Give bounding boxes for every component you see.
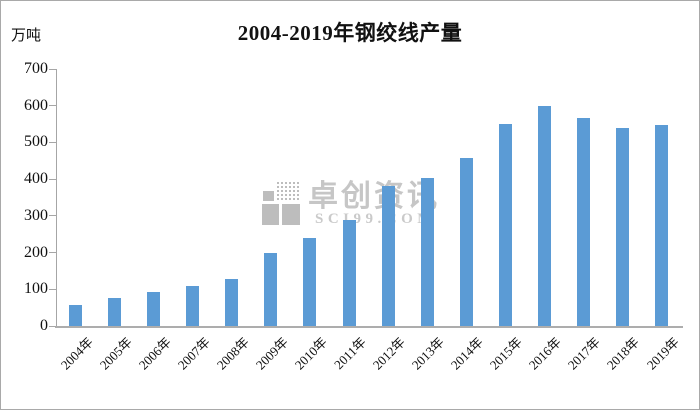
y-axis-tick-label: 700 xyxy=(24,60,48,77)
bar-2008年 xyxy=(225,279,239,326)
logo-square-bottom-right xyxy=(282,204,300,225)
bar-2011年 xyxy=(342,219,356,326)
y-axis-tick xyxy=(49,325,56,327)
bar-2016年 xyxy=(537,105,551,326)
y-axis-tick-label: 100 xyxy=(24,280,48,298)
y-axis-tick xyxy=(49,252,56,254)
bar-2012年 xyxy=(381,185,395,326)
logo-square-small xyxy=(263,191,274,201)
bar-2014年 xyxy=(459,157,473,326)
logo-square-bottom-left xyxy=(262,204,279,225)
bar-2010年 xyxy=(303,238,317,326)
y-axis-tick xyxy=(49,105,56,107)
bar-2019年 xyxy=(655,124,668,326)
plot-area xyxy=(56,69,681,326)
bar-2009年 xyxy=(264,253,278,326)
bar-2004年 xyxy=(69,304,82,326)
y-axis-tick-label: 400 xyxy=(24,170,48,188)
y-axis-tick xyxy=(49,288,56,290)
bar-2018年 xyxy=(615,127,629,326)
y-axis-tick-label: 200 xyxy=(24,243,48,261)
bar-2015年 xyxy=(498,124,512,326)
bar-2017年 xyxy=(576,117,590,326)
bar-2013年 xyxy=(420,178,434,326)
bar-2005年 xyxy=(108,297,122,326)
y-axis-tick-label: 300 xyxy=(24,206,48,224)
bar-2007年 xyxy=(186,286,200,326)
y-axis-tick-label: 0 xyxy=(40,317,48,334)
x-axis-category-label: 2004年 xyxy=(57,334,96,373)
x-axis-line xyxy=(55,326,683,328)
y-axis-tick-label: 500 xyxy=(24,133,48,151)
y-axis-tick-label: 600 xyxy=(24,96,48,114)
bar-2006年 xyxy=(147,292,161,326)
y-axis-tick xyxy=(49,68,56,70)
y-axis-tick xyxy=(49,215,56,217)
chart-title: 2004-2019年钢绞线产量 xyxy=(237,21,463,45)
sci99-logo-icon xyxy=(262,181,301,226)
y-axis-unit-label: 万吨 xyxy=(11,28,42,44)
watermark-brand-text: 卓创资讯 xyxy=(308,180,440,213)
y-axis-tick xyxy=(49,141,56,143)
logo-square-dotted xyxy=(276,181,301,201)
y-axis-line xyxy=(56,69,57,328)
y-axis-tick xyxy=(49,178,56,180)
